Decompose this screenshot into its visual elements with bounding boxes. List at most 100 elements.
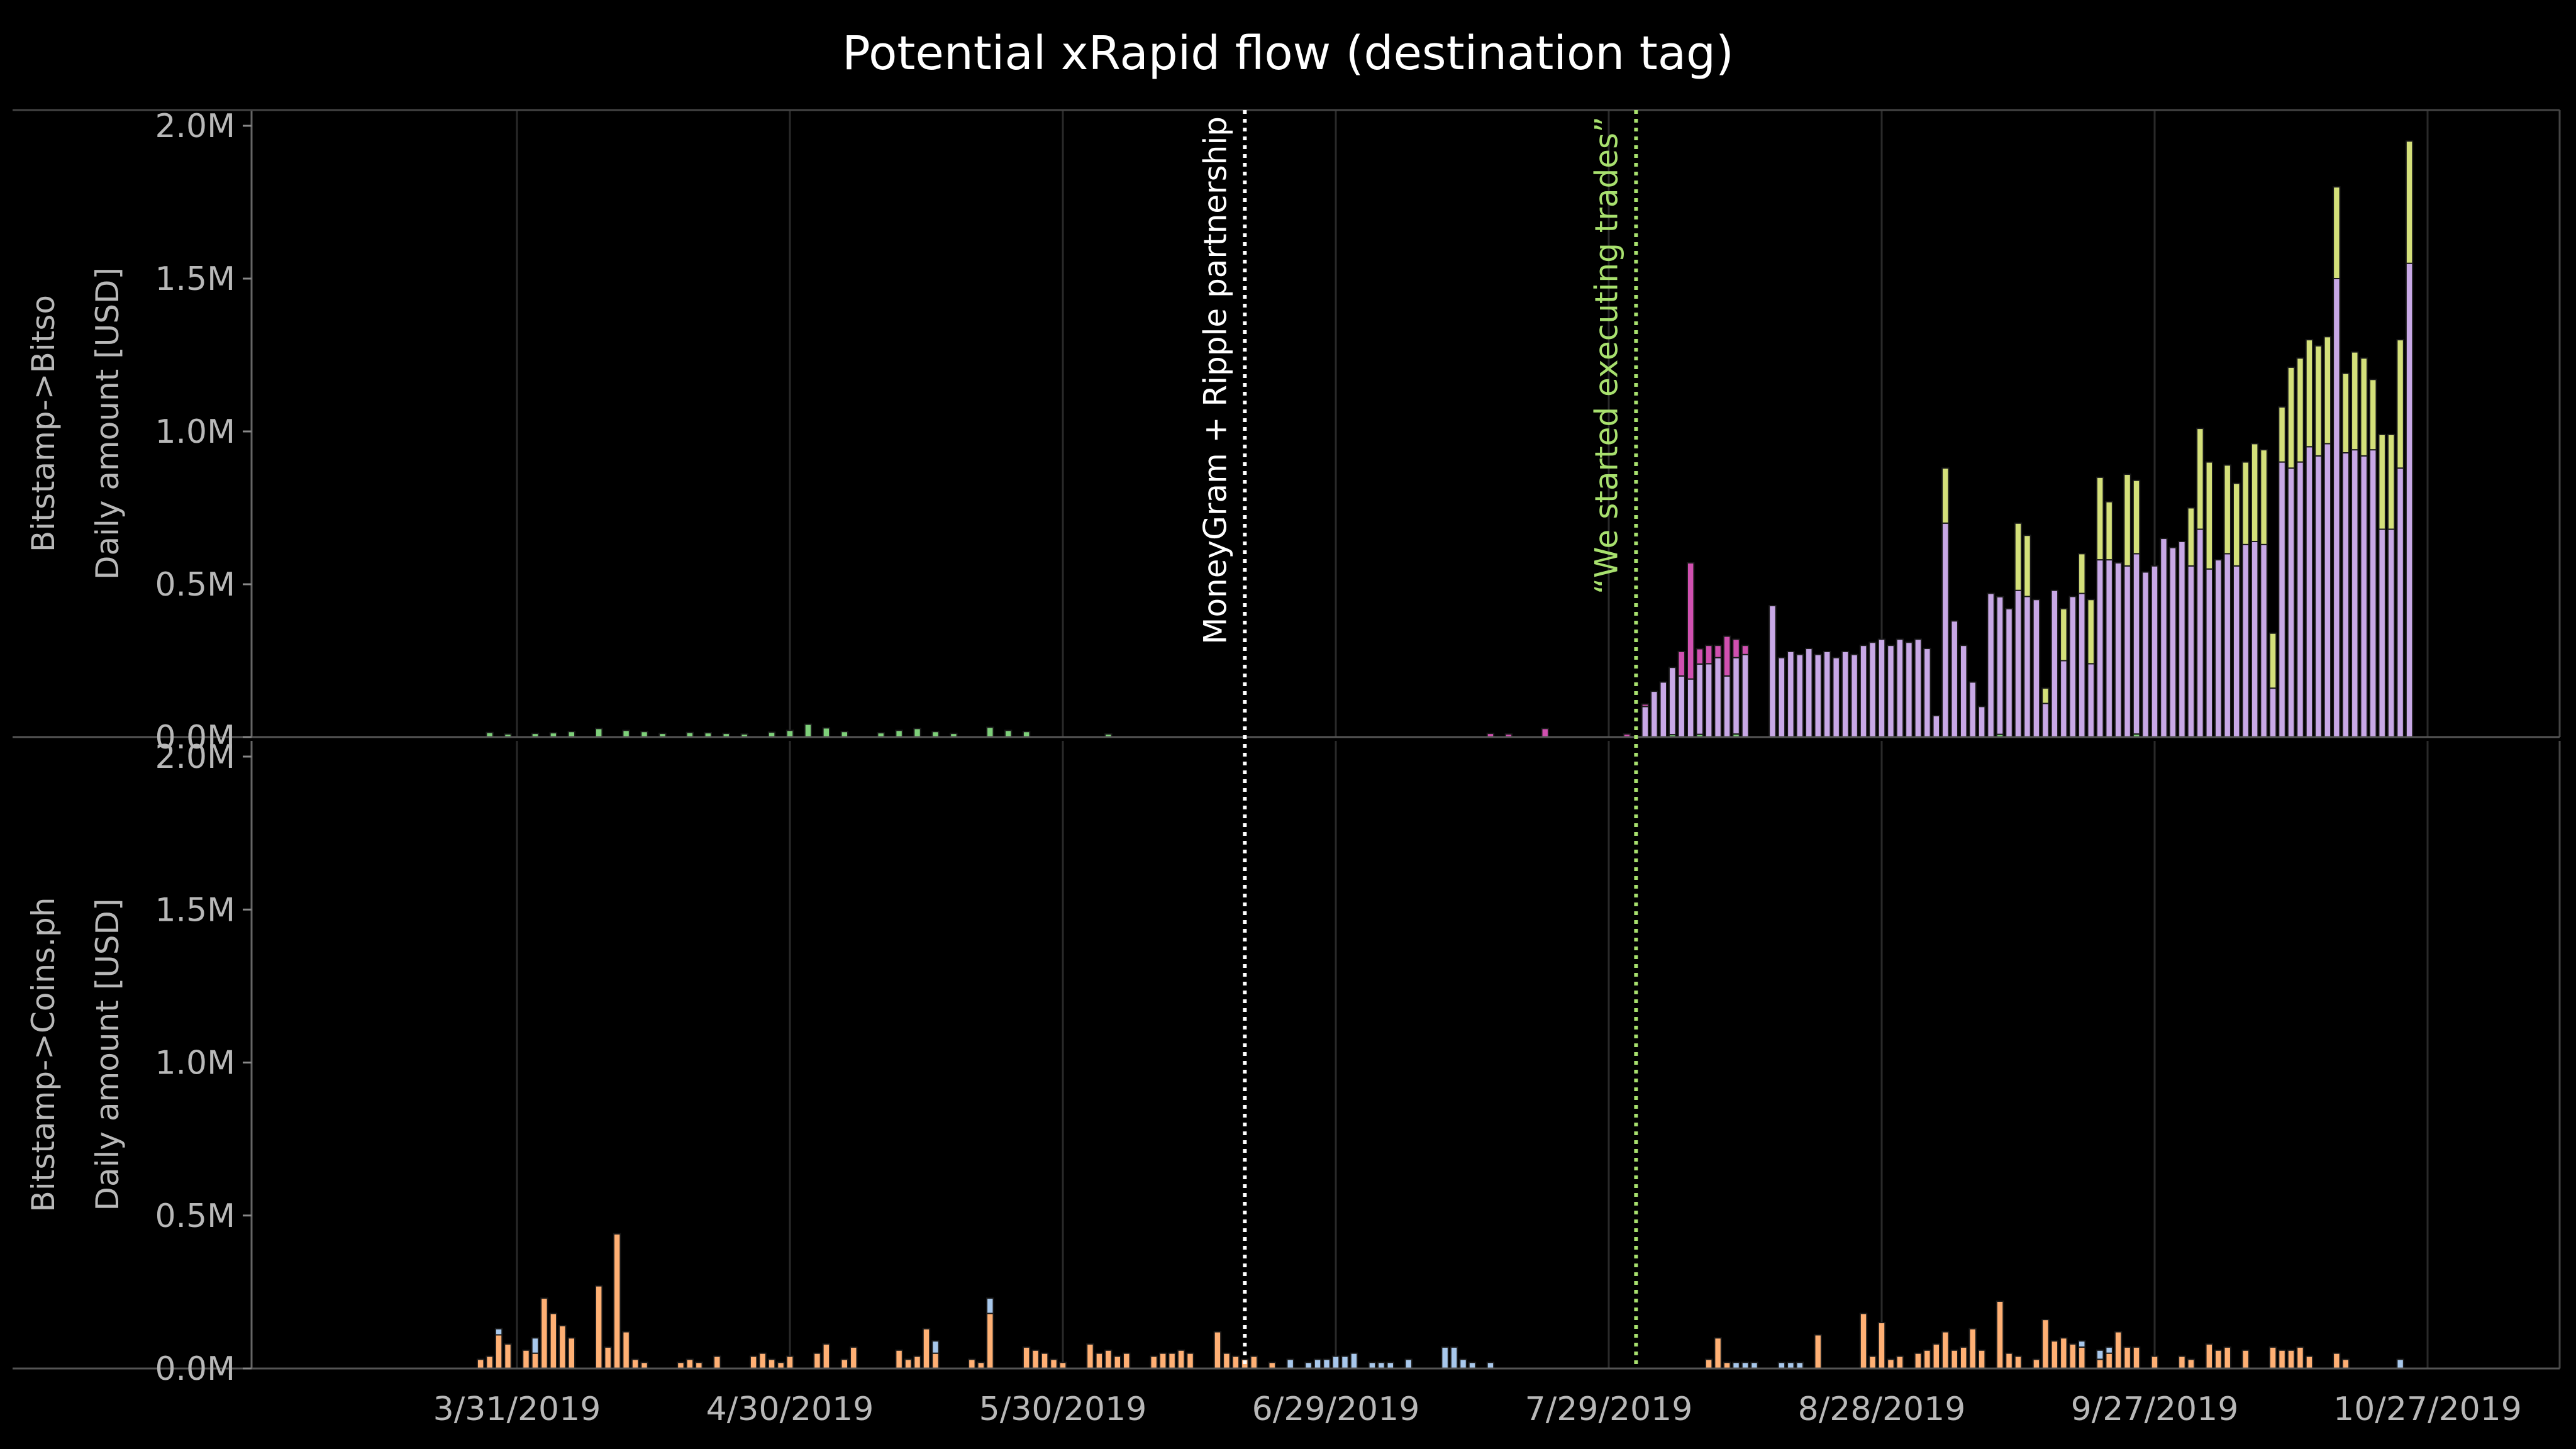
bar xyxy=(2287,366,2296,469)
bar xyxy=(2296,461,2304,738)
bar xyxy=(2305,339,2314,448)
bar xyxy=(622,1331,630,1370)
bar xyxy=(1541,728,1549,738)
bar xyxy=(1777,657,1786,738)
bar xyxy=(1905,641,1913,738)
x-tick-label: 9/27/2019 xyxy=(2071,1391,2239,1428)
y-tick-label: 1.0M xyxy=(155,1045,235,1082)
bar xyxy=(1932,714,1941,738)
bar xyxy=(2096,1358,2104,1370)
bar xyxy=(1814,1334,1822,1370)
bar xyxy=(613,1233,621,1369)
bar xyxy=(2014,589,2023,738)
annotations: MoneyGram + Ripple partnership “We starte… xyxy=(1197,110,1638,1368)
chart-title: Potential xRapid flow (destination tag) xyxy=(842,26,1734,80)
bar xyxy=(2368,379,2377,451)
bar xyxy=(567,1337,576,1370)
bar xyxy=(1914,638,1923,738)
bars xyxy=(476,140,2414,1370)
bar xyxy=(713,1355,721,1370)
bar xyxy=(494,1328,503,1336)
bar xyxy=(1641,706,1650,738)
bar xyxy=(1104,1349,1113,1370)
bar xyxy=(1823,650,1831,738)
bar xyxy=(1832,657,1840,738)
bar xyxy=(1841,650,1850,738)
bar xyxy=(1887,645,1895,738)
bar xyxy=(2241,543,2250,738)
bar xyxy=(2268,687,2277,738)
bar xyxy=(2132,553,2141,735)
bar xyxy=(767,1358,776,1370)
bar xyxy=(1168,1352,1176,1370)
bar xyxy=(2368,449,2377,738)
annotation-label: MoneyGram + Ripple partnership xyxy=(1197,116,1233,645)
bar xyxy=(2150,565,2159,738)
bar xyxy=(1186,1352,1194,1370)
bar xyxy=(1313,1358,1322,1370)
bar xyxy=(2205,461,2214,570)
bar xyxy=(1704,1358,1713,1370)
bar xyxy=(594,1285,603,1370)
bar xyxy=(504,1343,512,1370)
bar xyxy=(2360,455,2368,738)
bar xyxy=(786,730,794,738)
bar xyxy=(2123,474,2131,567)
bar xyxy=(2178,540,2186,738)
bar xyxy=(1859,645,1868,738)
bar xyxy=(1723,675,1731,738)
bar xyxy=(2078,1340,2086,1348)
bar xyxy=(986,726,994,738)
bar xyxy=(1950,1349,1958,1370)
bar xyxy=(1941,467,1950,524)
bar xyxy=(786,1355,794,1370)
bar xyxy=(1696,648,1704,665)
bar xyxy=(1741,653,1750,738)
bar xyxy=(931,1352,940,1370)
y-tick-label: 2.0M xyxy=(155,738,235,776)
bar xyxy=(2050,589,2059,738)
bar xyxy=(2160,538,2168,738)
y-tick-label: 0.0M xyxy=(155,1350,235,1388)
y-tick-label: 1.5M xyxy=(155,891,235,929)
bar xyxy=(2096,1349,2104,1360)
bar xyxy=(2214,559,2223,738)
y-tick-label: 1.5M xyxy=(155,260,235,298)
bar xyxy=(2287,1349,2296,1370)
bar xyxy=(2305,446,2314,738)
bar xyxy=(2041,702,2050,738)
bar xyxy=(2396,467,2404,738)
bar xyxy=(2241,461,2250,545)
bar xyxy=(2296,1346,2304,1370)
bar xyxy=(1850,653,1858,738)
bar xyxy=(2323,443,2332,738)
bar xyxy=(2341,1358,2350,1370)
bar xyxy=(2150,1355,2159,1370)
y-tick-label: 0.5M xyxy=(155,566,235,604)
bar xyxy=(1977,1349,1986,1370)
bar xyxy=(2250,540,2259,738)
bar xyxy=(968,1358,976,1370)
bar xyxy=(1714,645,1722,658)
bar xyxy=(2078,553,2086,594)
x-tick-label: 3/31/2019 xyxy=(433,1391,601,1428)
bar xyxy=(1213,1331,1222,1370)
bar xyxy=(2078,592,2086,738)
bar xyxy=(2250,443,2259,542)
bar xyxy=(913,1355,921,1370)
bar xyxy=(2187,1358,2196,1370)
bar xyxy=(2068,596,2077,738)
bar xyxy=(522,1349,530,1370)
bar xyxy=(2060,1337,2068,1370)
bar xyxy=(2168,547,2177,738)
bar xyxy=(1814,653,1822,738)
bar xyxy=(850,1346,858,1370)
bar xyxy=(2105,501,2113,561)
x-tick-label: 6/29/2019 xyxy=(1252,1391,1420,1428)
bar xyxy=(931,1340,940,1354)
bar xyxy=(2232,482,2241,567)
bar xyxy=(2114,562,2123,738)
bar xyxy=(494,1334,503,1370)
bar xyxy=(2278,406,2286,463)
